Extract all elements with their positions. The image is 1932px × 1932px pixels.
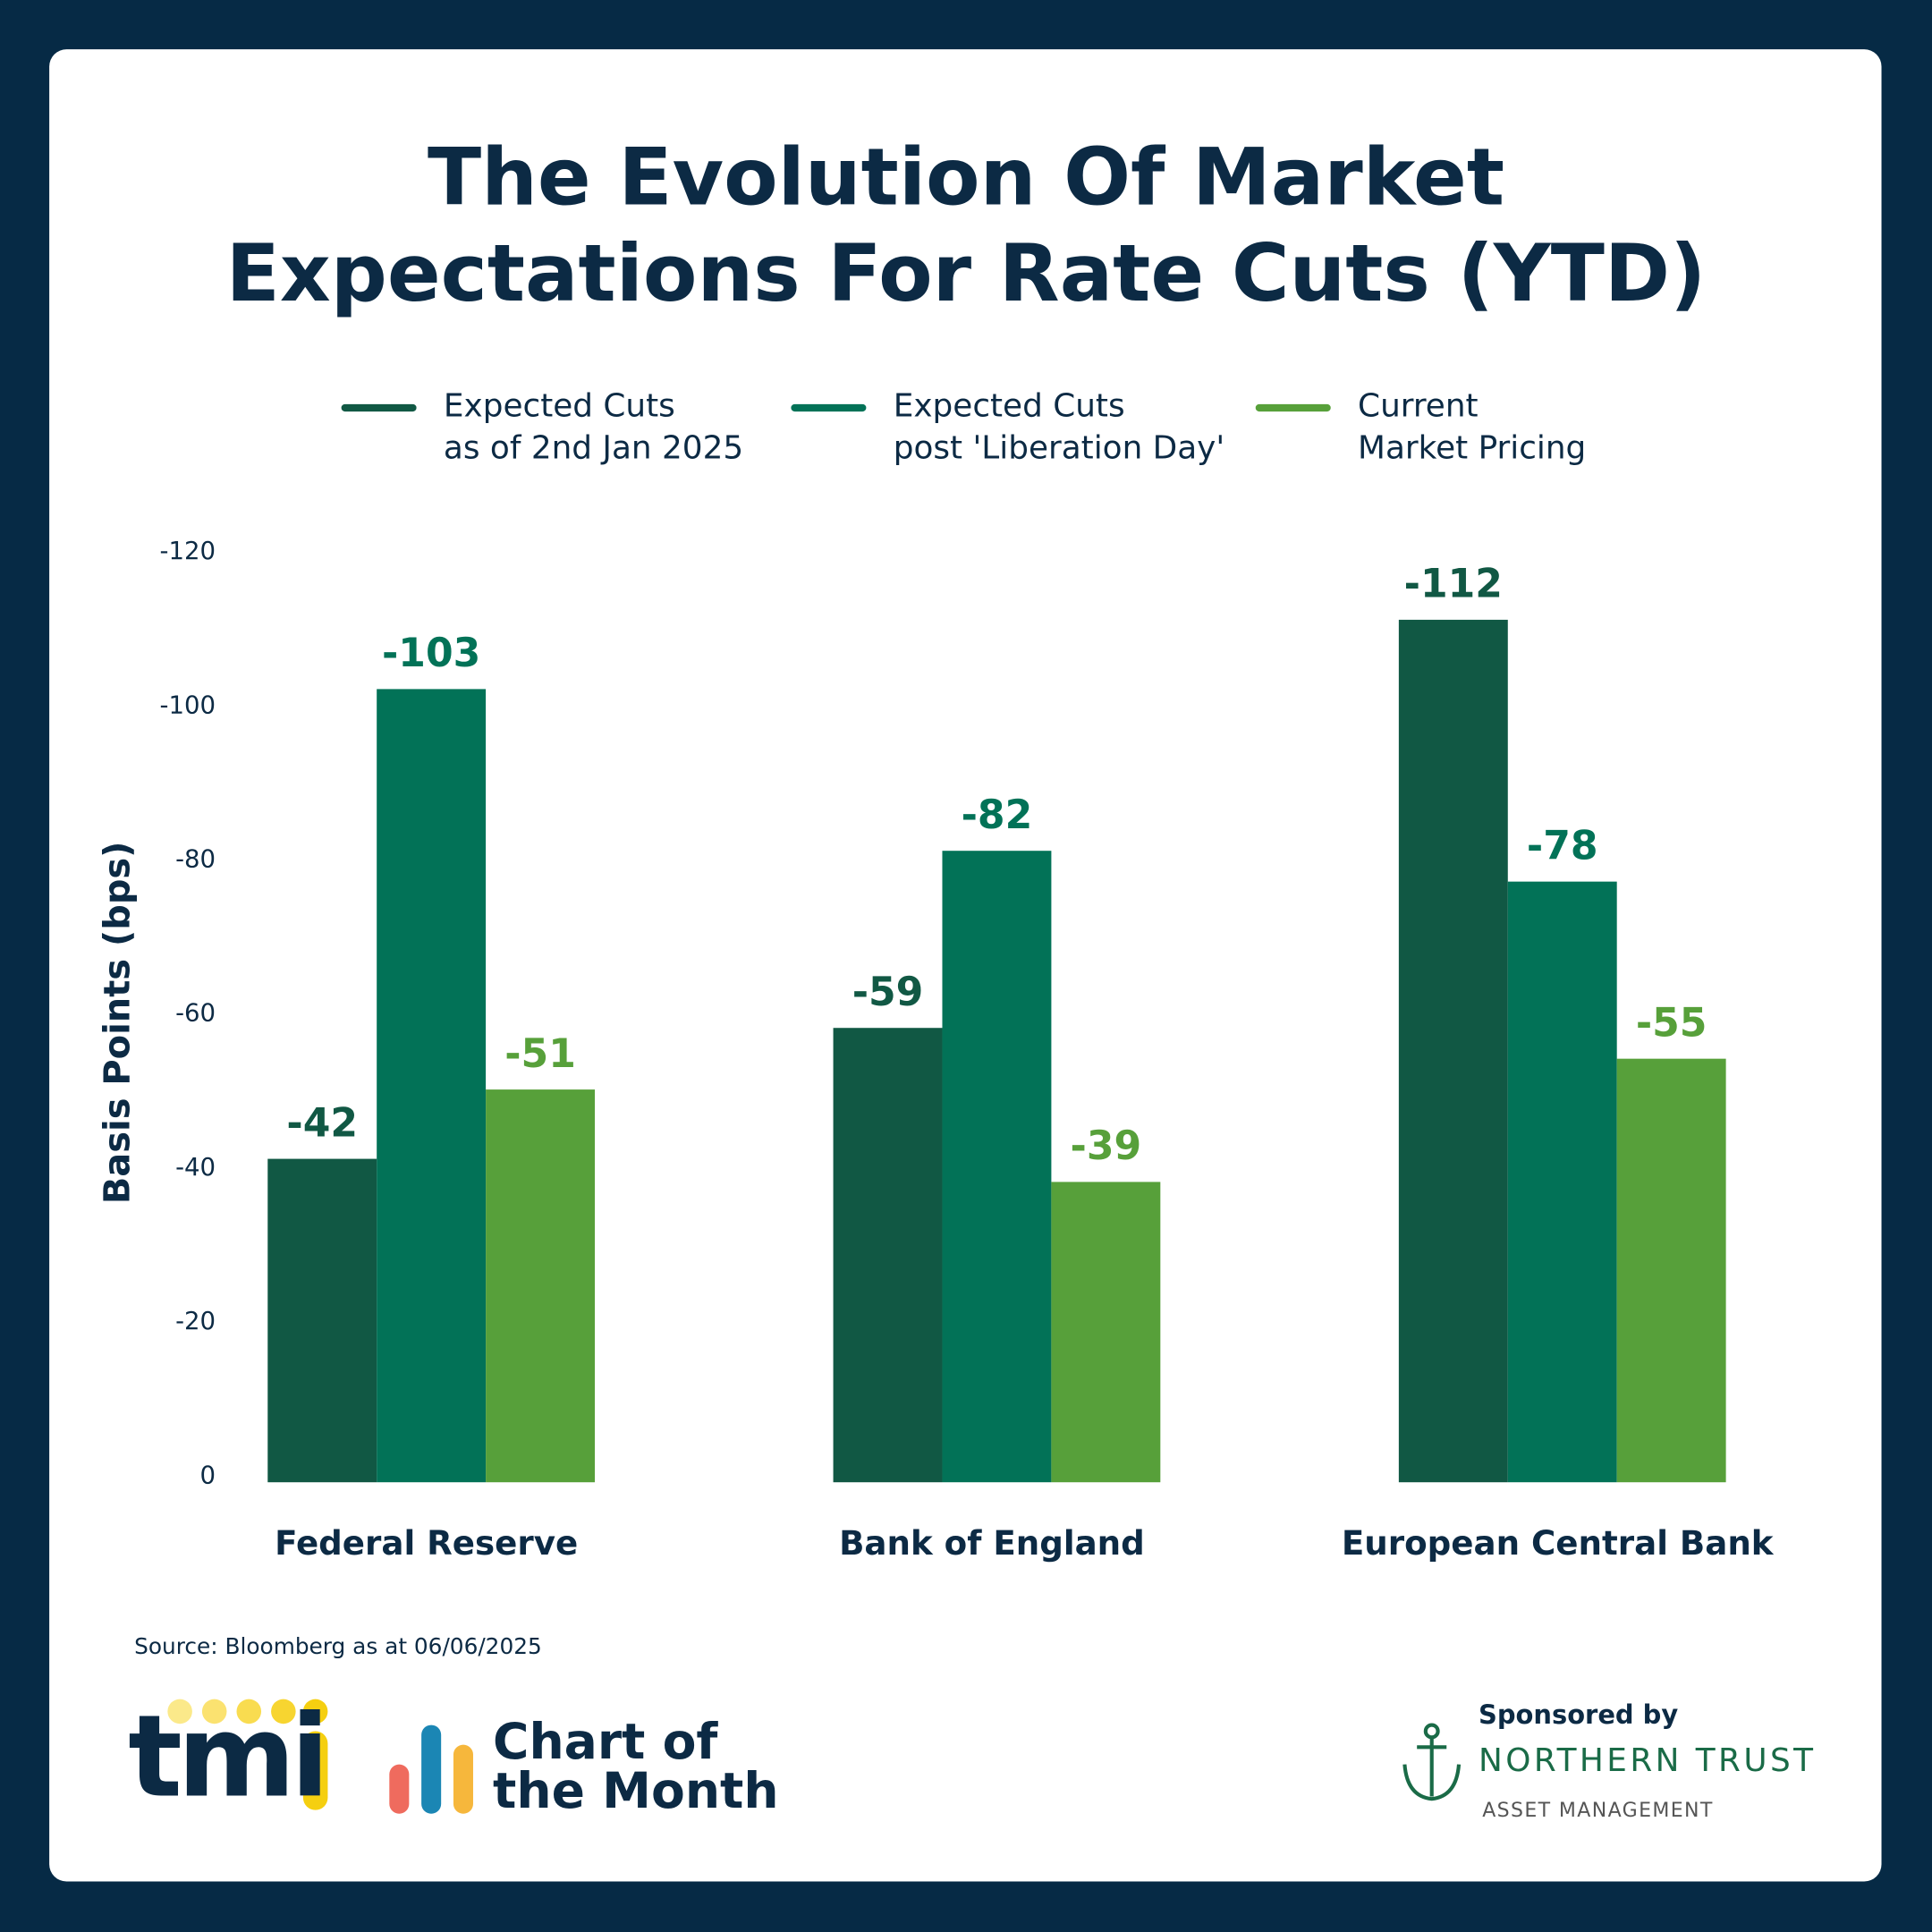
chart-of-month-icon (389, 1724, 473, 1814)
chart-of-month-text-box: Chart of the Month (493, 1717, 779, 1820)
value-label: -82 (962, 792, 1033, 838)
value-label: -112 (1404, 562, 1503, 607)
y-tick-label: -20 (175, 1307, 216, 1335)
chart-of-month-text: Chart of the Month (493, 1717, 779, 1820)
y-tick-label: 0 (200, 1461, 216, 1489)
bar (377, 689, 487, 1483)
x-tick-label: Federal Reserve (275, 1523, 578, 1563)
value-label: -55 (1636, 1000, 1707, 1046)
sponsor-name: NORTHERN TRUST (1479, 1742, 1816, 1779)
bar (1398, 619, 1508, 1483)
value-label: -78 (1527, 823, 1598, 869)
bar (1616, 1058, 1726, 1483)
tmi-text: tmi (128, 1690, 325, 1822)
x-tick-label: Bank of England (839, 1523, 1145, 1563)
bar (942, 851, 1052, 1483)
y-axis-label: Basis Points (bps) (97, 842, 139, 1205)
source-note: Source: Bloomberg as at 06/06/2025 (134, 1633, 542, 1659)
y-tick-label: -100 (160, 691, 216, 719)
value-label: -103 (382, 631, 480, 676)
legend-label: Expected Cuts as of 2nd Jan 2025 (443, 387, 744, 468)
legend-label: Current Market Pricing (1358, 387, 1587, 468)
bar (1507, 881, 1617, 1483)
legend-label: Expected Cuts post 'Liberation Day' (893, 387, 1225, 468)
bar (1051, 1182, 1161, 1483)
sponsored-by: Sponsored by (1479, 1699, 1678, 1730)
anchor-icon (1402, 1723, 1462, 1801)
x-tick-label: European Central Bank (1342, 1523, 1775, 1563)
value-label: -59 (852, 970, 924, 1015)
value-label: -51 (504, 1031, 576, 1077)
bar (486, 1089, 596, 1483)
bar (833, 1028, 943, 1483)
legend-label-box: Expected Cuts as of 2nd Jan 2025 (443, 387, 744, 468)
sponsor-sub: ASSET MANAGEMENT (1482, 1800, 1714, 1822)
y-tick-label: -60 (175, 999, 216, 1028)
chart-title: The Evolution Of Market Expectations For… (225, 132, 1707, 321)
value-label: -42 (286, 1100, 358, 1146)
value-label: -39 (1071, 1123, 1142, 1169)
y-tick-label: -120 (160, 537, 216, 565)
y-tick-label: -80 (175, 845, 216, 874)
legend-label-box: Expected Cuts post 'Liberation Day' (893, 387, 1225, 468)
legend-label-box: Current Market Pricing (1358, 387, 1587, 468)
tmi-logo: tmi (128, 1690, 329, 1822)
y-tick-label: -40 (175, 1153, 216, 1182)
bar (267, 1158, 377, 1483)
chart-title-box: The Evolution Of Market Expectations For… (225, 132, 1707, 321)
